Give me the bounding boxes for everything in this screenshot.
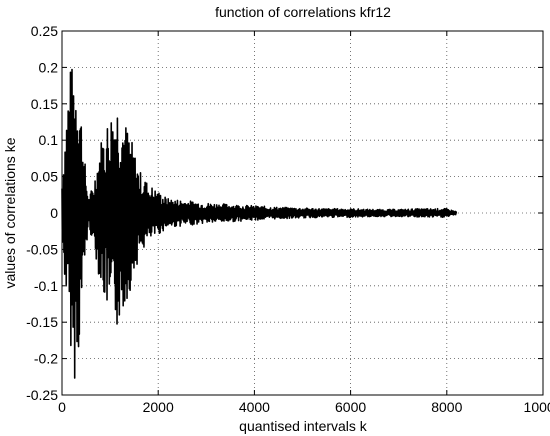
- y-tick-label: 0.15: [31, 96, 58, 112]
- x-tick-label: 10000: [524, 399, 550, 415]
- y-tick-label: -0.1: [34, 278, 58, 294]
- correlation-series-line: [61, 68, 458, 379]
- chart-title: function of correlations kfr12: [215, 4, 391, 20]
- y-tick-label: 0.1: [39, 132, 59, 148]
- y-tick-label: 0.2: [39, 59, 59, 75]
- y-tick-label: -0.2: [34, 351, 58, 367]
- y-tick-label: 0.05: [31, 169, 58, 185]
- axis-ticks: 0 2000 4000 6000 8000 10000 0.25 0.2 0.15 0.1 0.05…: [26, 23, 550, 415]
- y-tick-label: -0.05: [26, 241, 58, 257]
- y-tick-label: 0: [50, 205, 58, 221]
- x-axis-title: quantised intervals k: [239, 418, 368, 434]
- x-tick-label: 0: [58, 399, 66, 415]
- y-tick-label: 0.25: [31, 23, 58, 39]
- x-tick-label: 4000: [239, 399, 270, 415]
- data-series: [61, 68, 458, 379]
- x-tick-label: 8000: [431, 399, 462, 415]
- y-tick-label: -0.25: [26, 387, 58, 403]
- y-axis-title: values of correlations ke: [2, 137, 18, 288]
- x-tick-label: 2000: [143, 399, 174, 415]
- y-tick-label: -0.15: [26, 314, 58, 330]
- x-tick-label: 6000: [335, 399, 366, 415]
